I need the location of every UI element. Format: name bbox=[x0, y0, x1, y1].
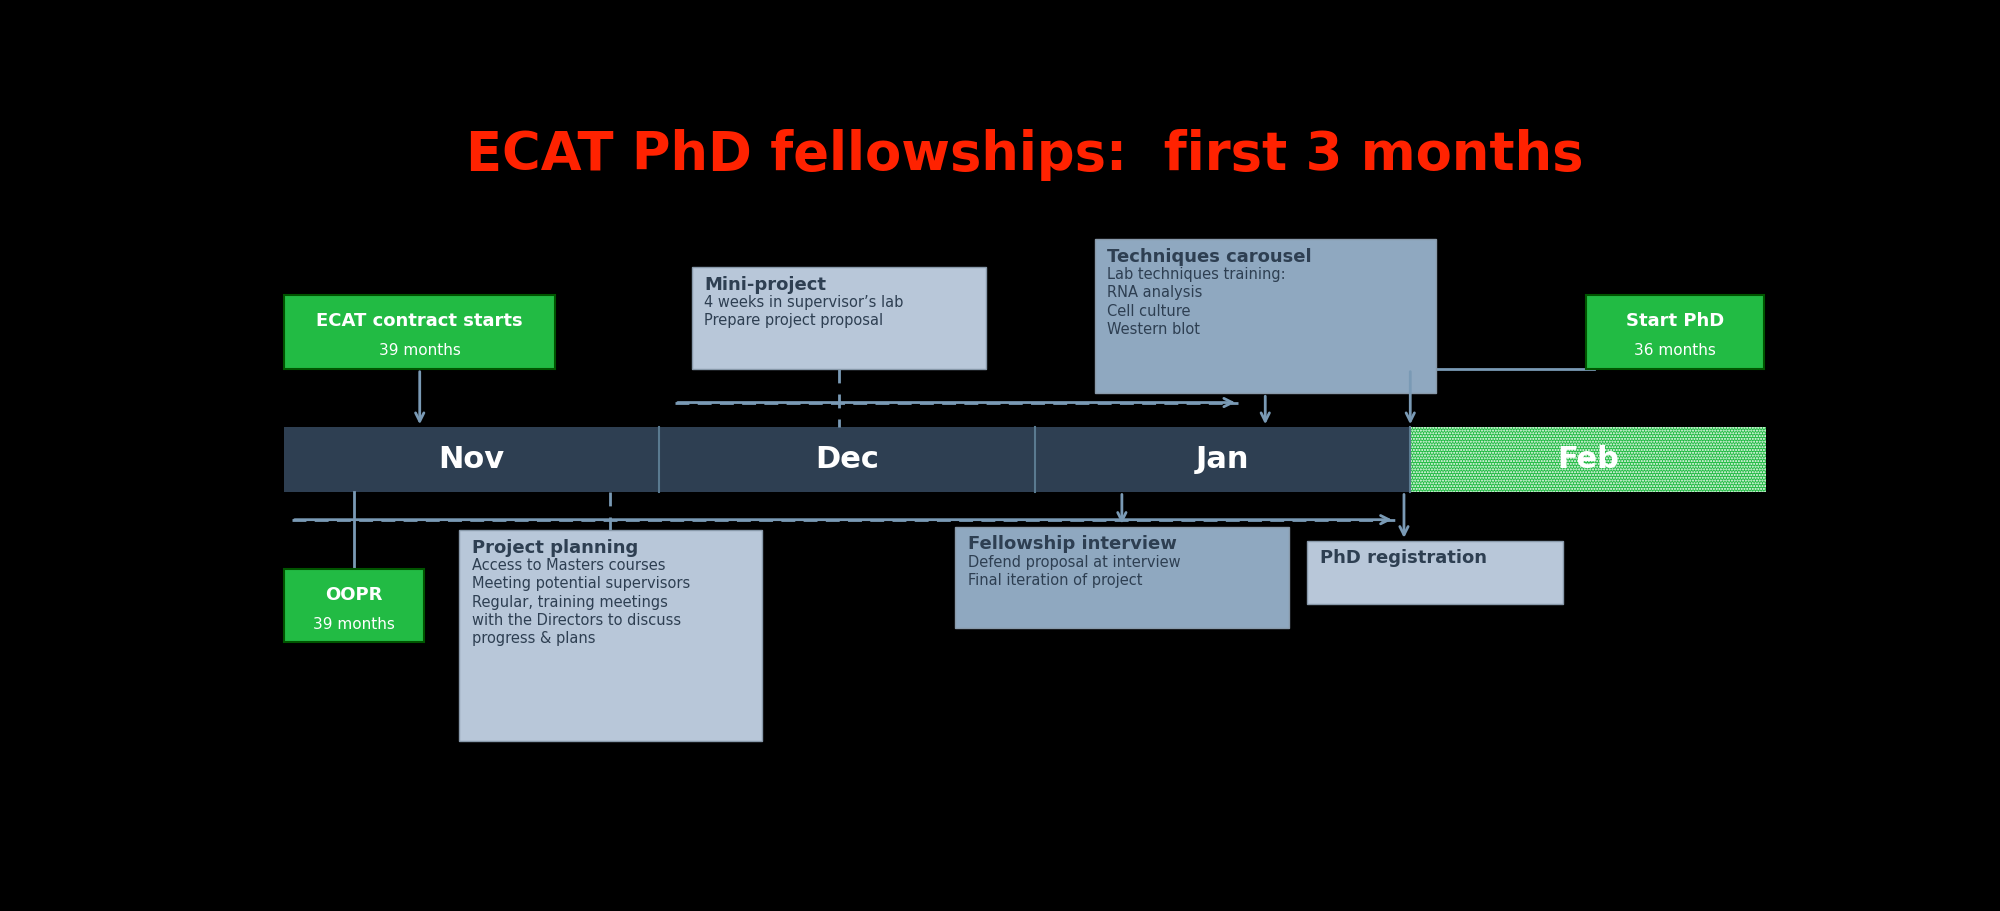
Text: Project planning: Project planning bbox=[472, 538, 638, 557]
Text: Regular, training meetings: Regular, training meetings bbox=[472, 595, 668, 609]
FancyBboxPatch shape bbox=[1586, 295, 1764, 369]
Text: 39 months: 39 months bbox=[312, 617, 394, 631]
Text: Start PhD: Start PhD bbox=[1626, 312, 1724, 330]
Text: Feb: Feb bbox=[1558, 445, 1620, 474]
FancyBboxPatch shape bbox=[284, 568, 424, 642]
Text: Western blot: Western blot bbox=[1108, 322, 1200, 337]
Text: Dec: Dec bbox=[816, 445, 880, 474]
Text: Final iteration of project: Final iteration of project bbox=[968, 573, 1142, 588]
FancyBboxPatch shape bbox=[284, 295, 556, 369]
Text: OOPR: OOPR bbox=[326, 586, 382, 604]
Text: Mini-project: Mini-project bbox=[704, 275, 826, 293]
Text: 4 weeks in supervisor’s lab: 4 weeks in supervisor’s lab bbox=[704, 295, 904, 311]
Text: RNA analysis: RNA analysis bbox=[1108, 285, 1202, 301]
Text: Access to Masters courses: Access to Masters courses bbox=[472, 558, 666, 573]
FancyBboxPatch shape bbox=[284, 427, 1410, 492]
Text: Cell culture: Cell culture bbox=[1108, 303, 1190, 319]
Text: ECAT contract starts: ECAT contract starts bbox=[316, 312, 524, 330]
Text: with the Directors to discuss: with the Directors to discuss bbox=[472, 613, 680, 628]
Text: PhD registration: PhD registration bbox=[1320, 549, 1486, 568]
Text: ECAT PhD fellowships:  first 3 months: ECAT PhD fellowships: first 3 months bbox=[466, 129, 1584, 181]
Text: Lab techniques training:: Lab techniques training: bbox=[1108, 267, 1286, 282]
Text: 36 months: 36 months bbox=[1634, 343, 1716, 358]
Text: Fellowship interview: Fellowship interview bbox=[968, 535, 1176, 553]
Text: Nov: Nov bbox=[438, 445, 504, 474]
Text: Defend proposal at interview: Defend proposal at interview bbox=[968, 555, 1180, 569]
FancyBboxPatch shape bbox=[460, 530, 762, 741]
Text: 39 months: 39 months bbox=[378, 343, 460, 358]
Text: Prepare project proposal: Prepare project proposal bbox=[704, 313, 884, 329]
FancyBboxPatch shape bbox=[1308, 541, 1562, 604]
Text: Techniques carousel: Techniques carousel bbox=[1108, 248, 1312, 265]
FancyBboxPatch shape bbox=[1094, 239, 1436, 394]
Text: Jan: Jan bbox=[1196, 445, 1250, 474]
Text: progress & plans: progress & plans bbox=[472, 631, 596, 646]
Text: Meeting potential supervisors: Meeting potential supervisors bbox=[472, 577, 690, 591]
FancyBboxPatch shape bbox=[956, 527, 1288, 629]
FancyBboxPatch shape bbox=[1410, 427, 1766, 492]
FancyBboxPatch shape bbox=[692, 267, 986, 369]
